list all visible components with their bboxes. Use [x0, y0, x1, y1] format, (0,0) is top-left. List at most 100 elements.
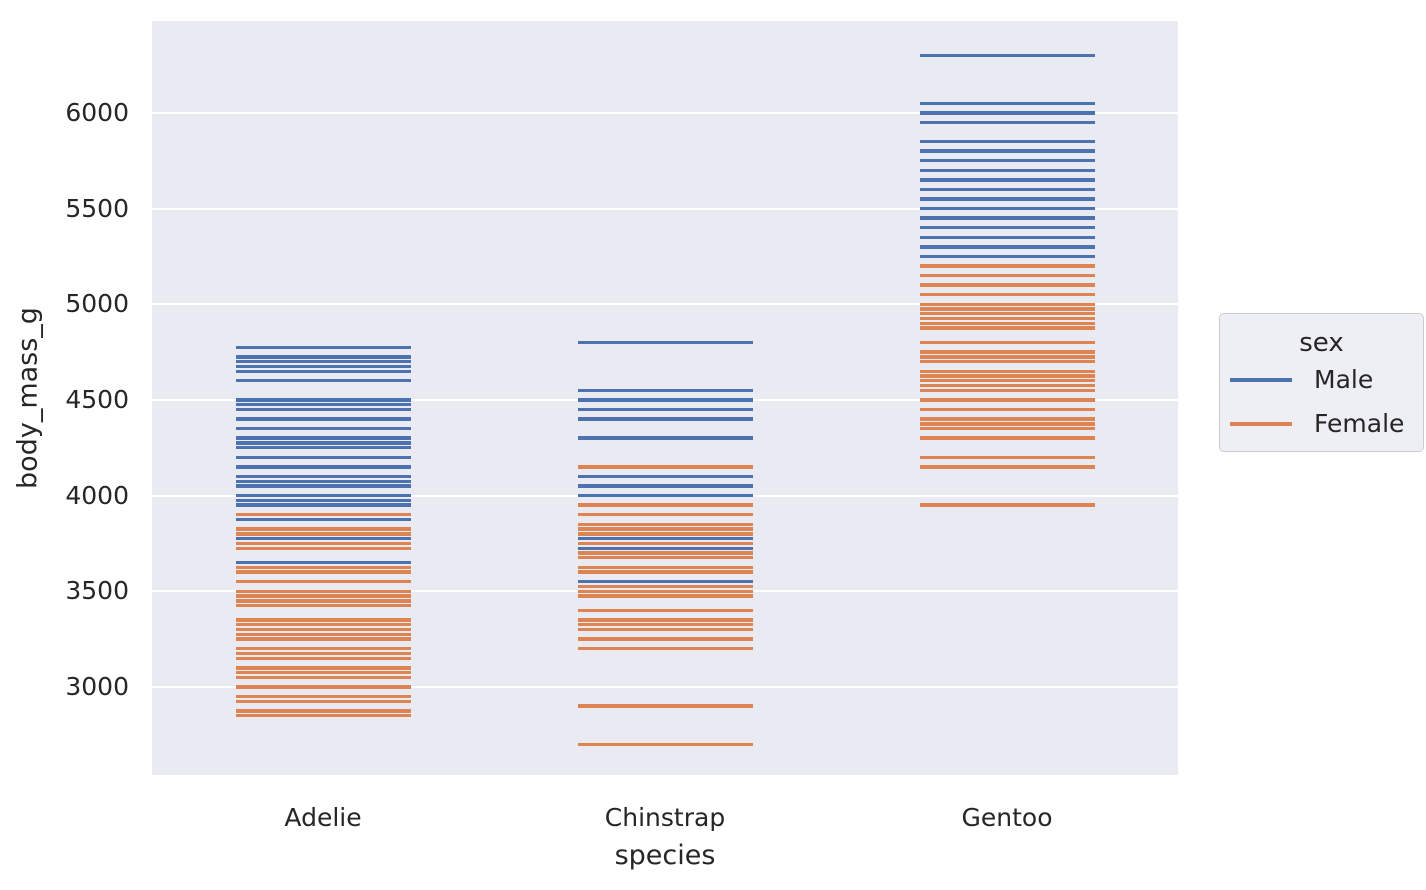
- mass-line-chinstrap-male-3550: [577, 580, 753, 584]
- mass-line-adelie-female-3000: [235, 685, 411, 689]
- mass-line-adelie-female-3825: [235, 527, 411, 531]
- mass-line-chinstrap-female-3200: [577, 646, 753, 651]
- mass-line-chinstrap-male-4800: [577, 340, 753, 345]
- mass-line-adelie-female-3350: [235, 618, 411, 622]
- gridline-5000: [152, 303, 1178, 306]
- mass-line-adelie-male-4675: [235, 364, 411, 369]
- y-tick-label-3000: 3000: [65, 671, 129, 701]
- mass-line-gentoo-male-5950: [919, 120, 1095, 125]
- y-tick-label-5500: 5500: [65, 193, 129, 223]
- mass-line-adelie-female-3075: [235, 670, 411, 675]
- x-axis-label: species: [614, 840, 716, 871]
- mass-line-adelie-male-4050: [235, 484, 411, 488]
- x-tick-label-adelie: Adelie: [284, 803, 362, 832]
- mass-line-gentoo-female-4650: [919, 369, 1095, 373]
- mass-line-chinstrap-female-3525: [577, 584, 753, 589]
- mass-line-adelie-female-3725: [235, 546, 411, 550]
- mass-line-gentoo-male-6300: [919, 53, 1095, 58]
- legend-label-male: Male: [1314, 365, 1374, 394]
- mass-line-gentoo-male-5400: [919, 225, 1095, 230]
- mass-line-adelie-female-3550: [235, 580, 411, 584]
- mass-line-gentoo-female-5100: [919, 283, 1095, 287]
- gridline-6000: [152, 111, 1178, 114]
- mass-line-adelie-male-4500: [235, 398, 411, 402]
- mass-line-adelie-male-3975: [235, 498, 411, 503]
- mass-line-adelie-female-3750: [235, 541, 411, 546]
- mass-line-chinstrap-female-3950: [577, 503, 753, 507]
- mass-line-chinstrap-male-4500: [577, 398, 753, 402]
- mass-line-gentoo-female-5050: [919, 292, 1095, 297]
- mass-line-gentoo-male-5600: [919, 187, 1095, 192]
- mass-line-adelie-male-4300: [235, 436, 411, 440]
- mass-line-gentoo-female-4875: [919, 326, 1095, 330]
- mass-line-adelie-male-4450: [235, 407, 411, 412]
- mass-line-gentoo-female-4750: [919, 350, 1095, 354]
- mass-line-adelie-male-3875: [235, 517, 411, 522]
- mass-line-chinstrap-female-3850: [577, 522, 753, 526]
- mass-line-adelie-female-3275: [235, 632, 411, 637]
- mass-line-adelie-male-4100: [235, 474, 411, 479]
- mass-line-adelie-female-3100: [235, 666, 411, 670]
- mass-line-gentoo-female-4575: [919, 383, 1095, 388]
- mass-line-adelie-female-3175: [235, 651, 411, 656]
- mass-line-adelie-male-3950: [235, 503, 411, 507]
- male-line-swatch: [1230, 378, 1292, 382]
- legend-label-female: Female: [1314, 409, 1405, 438]
- mass-line-chinstrap-female-3825: [577, 527, 753, 531]
- mass-line-chinstrap-female-3500: [577, 589, 753, 593]
- mass-line-gentoo-female-4400: [919, 417, 1095, 421]
- mass-line-adelie-male-3650: [235, 560, 411, 565]
- legend-entry-female: Female: [1220, 409, 1423, 439]
- mass-line-gentoo-female-5200: [919, 264, 1095, 268]
- mass-line-adelie-female-3325: [235, 623, 411, 627]
- legend: sex Male Female: [1219, 313, 1424, 452]
- mass-line-adelie-male-4250: [235, 446, 411, 450]
- mass-line-gentoo-male-5300: [919, 245, 1095, 249]
- mass-line-chinstrap-female-2700: [577, 742, 753, 747]
- mass-line-gentoo-female-4350: [919, 426, 1095, 431]
- legend-entry-male: Male: [1220, 365, 1423, 395]
- mass-line-chinstrap-female-3625: [577, 565, 753, 570]
- mass-line-gentoo-female-4925: [919, 316, 1095, 321]
- x-tick-label-gentoo: Gentoo: [961, 803, 1053, 832]
- mass-line-gentoo-female-4700: [919, 359, 1095, 364]
- mass-line-chinstrap-male-4450: [577, 407, 753, 412]
- mass-line-adelie-female-2950: [235, 694, 411, 699]
- mass-line-gentoo-male-6050: [919, 101, 1095, 105]
- mass-line-gentoo-male-5800: [919, 149, 1095, 153]
- mass-line-adelie-male-4775: [235, 345, 411, 349]
- y-tick-label-4000: 4000: [65, 480, 129, 510]
- gridline-5500: [152, 207, 1178, 210]
- legend-title: sex: [1299, 328, 1344, 358]
- mass-line-chinstrap-female-3300: [577, 627, 753, 632]
- mass-line-gentoo-female-4950: [919, 312, 1095, 316]
- mass-line-gentoo-female-4900: [919, 321, 1095, 326]
- mass-line-adelie-male-4350: [235, 426, 411, 431]
- mass-line-adelie-female-3475: [235, 594, 411, 598]
- mass-line-chinstrap-male-3775: [577, 536, 753, 541]
- y-tick-label-3500: 3500: [65, 576, 129, 606]
- y-tick-label-6000: 6000: [65, 97, 129, 127]
- mass-line-adelie-female-3200: [235, 646, 411, 651]
- mass-line-chinstrap-female-3475: [577, 594, 753, 598]
- mass-line-gentoo-male-5350: [919, 235, 1095, 239]
- mass-line-gentoo-female-4600: [919, 379, 1095, 383]
- mass-line-chinstrap-female-3900: [577, 513, 753, 517]
- mass-line-adelie-female-3250: [235, 637, 411, 641]
- mass-line-adelie-male-4075: [235, 479, 411, 483]
- mass-line-gentoo-female-4625: [919, 374, 1095, 378]
- mass-line-chinstrap-female-3325: [577, 623, 753, 627]
- mass-line-adelie-male-4600: [235, 379, 411, 383]
- x-tick-label-chinstrap: Chinstrap: [604, 803, 726, 832]
- mass-line-adelie-female-3450: [235, 599, 411, 603]
- mass-line-adelie-female-3625: [235, 565, 411, 570]
- mass-line-gentoo-male-5550: [919, 197, 1095, 201]
- mass-line-gentoo-female-5000: [919, 302, 1095, 306]
- mass-line-adelie-male-4275: [235, 441, 411, 445]
- mass-line-adelie-male-4150: [235, 465, 411, 469]
- mass-line-gentoo-male-6000: [919, 111, 1095, 115]
- mass-line-adelie-female-3900: [235, 513, 411, 517]
- mass-line-gentoo-male-5700: [919, 168, 1095, 172]
- mass-line-gentoo-female-4550: [919, 388, 1095, 393]
